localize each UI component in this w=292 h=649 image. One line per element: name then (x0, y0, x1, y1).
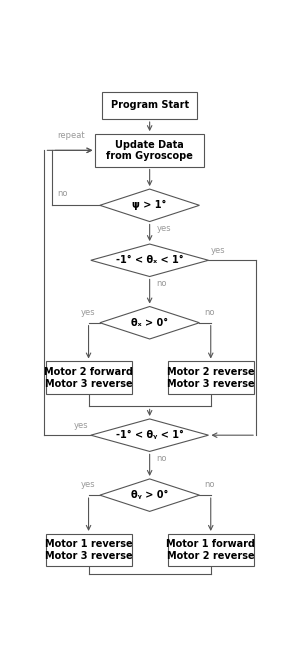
Text: no: no (157, 279, 167, 288)
Text: -1° < θᵧ < 1°: -1° < θᵧ < 1° (116, 430, 184, 440)
Text: Motor 1 forward
Motor 2 reverse: Motor 1 forward Motor 2 reverse (166, 539, 255, 561)
Text: yes: yes (211, 246, 225, 255)
Polygon shape (100, 479, 199, 511)
Text: no: no (57, 189, 67, 198)
Text: yes: yes (157, 224, 171, 233)
Text: Program Start: Program Start (111, 101, 189, 110)
Text: -1° < θₓ < 1°: -1° < θₓ < 1° (116, 255, 183, 265)
Polygon shape (91, 419, 208, 452)
Text: repeat: repeat (57, 131, 84, 140)
Text: Motor 2 forward
Motor 3 reverse: Motor 2 forward Motor 3 reverse (44, 367, 133, 389)
FancyBboxPatch shape (102, 92, 197, 119)
Text: no: no (204, 308, 214, 317)
FancyBboxPatch shape (168, 361, 254, 394)
Text: ψ > 1°: ψ > 1° (133, 201, 167, 210)
Text: no: no (204, 480, 214, 489)
Text: Motor 2 reverse
Motor 3 reverse: Motor 2 reverse Motor 3 reverse (167, 367, 255, 389)
Polygon shape (100, 189, 199, 221)
Text: no: no (157, 454, 167, 463)
Polygon shape (100, 306, 199, 339)
FancyBboxPatch shape (168, 534, 254, 567)
Text: θₓ > 0°: θₓ > 0° (131, 318, 168, 328)
Text: yes: yes (81, 480, 95, 489)
Text: yes: yes (74, 421, 88, 430)
FancyBboxPatch shape (46, 534, 132, 567)
FancyBboxPatch shape (46, 361, 132, 394)
Text: θᵧ > 0°: θᵧ > 0° (131, 490, 168, 500)
Text: Motor 1 reverse
Motor 3 reverse: Motor 1 reverse Motor 3 reverse (45, 539, 132, 561)
FancyBboxPatch shape (95, 134, 204, 167)
Polygon shape (91, 244, 208, 276)
Text: yes: yes (81, 308, 95, 317)
Text: Update Data
from Gyroscope: Update Data from Gyroscope (106, 140, 193, 161)
